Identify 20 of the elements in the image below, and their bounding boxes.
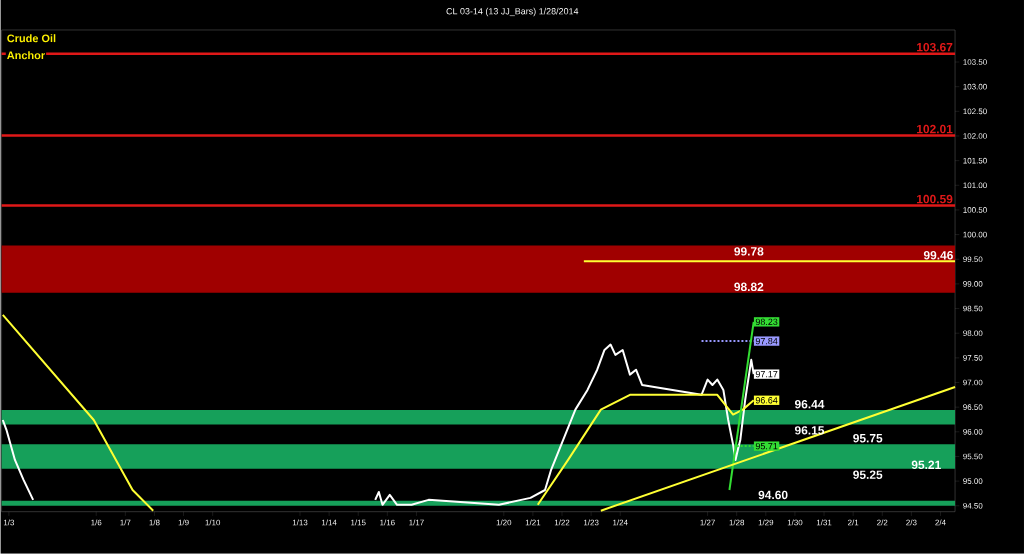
- annotation: 95.21: [911, 460, 941, 470]
- annotation: 95.25: [853, 470, 883, 480]
- ref-line-label: 100.59: [917, 195, 953, 204]
- annotation: 96.15: [794, 426, 825, 435]
- data-label: 95.71: [755, 443, 778, 450]
- data-label: 96.64: [755, 397, 778, 404]
- annotation: 98.82: [734, 282, 764, 292]
- annotation: 99.78: [734, 247, 764, 256]
- data-label: 97.17: [755, 371, 778, 378]
- data-label: 97.84: [755, 338, 778, 345]
- data-label: 98.23: [755, 318, 778, 326]
- annotation: Crude Oil: [7, 34, 56, 43]
- annotation: 95.75: [853, 434, 883, 443]
- annotation: 94.60: [758, 490, 788, 500]
- ref-line-label: 103.67: [917, 43, 953, 52]
- annotation: Anchor: [7, 51, 45, 60]
- annotation: 99.46: [923, 251, 953, 260]
- ref-line-label: 102.01: [917, 124, 953, 134]
- annotation: 96.44: [794, 400, 825, 409]
- chart-title: CL 03-14 (13 JJ_Bars) 1/28/2014: [446, 7, 579, 17]
